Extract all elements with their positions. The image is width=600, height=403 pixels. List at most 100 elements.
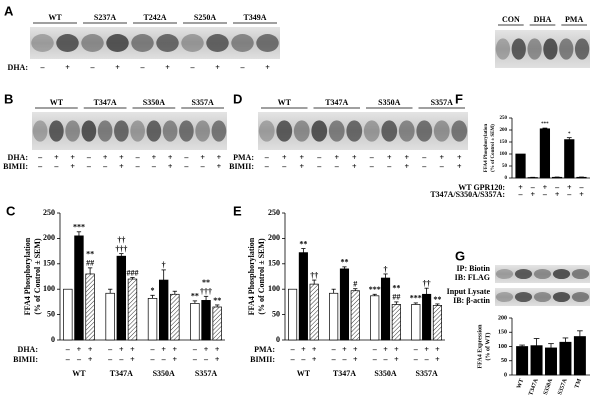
lane-group-label: PMA [565, 15, 583, 24]
treatment-sign: + [567, 183, 572, 192]
treatment-sign: + [353, 355, 358, 364]
x-tick-label: WT [516, 378, 525, 389]
lane-group-label: T349A [243, 13, 266, 22]
y-tick-label: 150 [268, 259, 280, 268]
group-label: WT [297, 369, 311, 378]
significance-mark: ** [86, 250, 94, 259]
treatment-sign: + [119, 345, 124, 354]
treatment-sign: + [543, 183, 548, 192]
significance-mark: * [568, 132, 571, 137]
treatment-sign: + [173, 345, 178, 354]
bar [422, 293, 432, 341]
blot-label: IP: Biotin [456, 264, 490, 273]
treatment-sign: – [331, 355, 337, 364]
blot-band [533, 291, 552, 303]
lane-group-label: WT [50, 98, 64, 107]
y-tick-label: 100 [500, 152, 508, 157]
significance-mark: † [384, 265, 388, 274]
bar [212, 306, 222, 341]
y-tick-label: 50 [501, 358, 507, 364]
treatment-sign: – [200, 162, 206, 171]
blot-band [559, 38, 574, 60]
treatment-sign: – [107, 345, 113, 354]
lane-group-label: S357A [192, 98, 214, 107]
panel-label: D [233, 91, 242, 106]
treatment-sign: + [130, 355, 135, 364]
treatment-sign: – [107, 355, 113, 364]
treatment-sign: + [217, 153, 222, 162]
treatment-sign: + [54, 153, 59, 162]
blot-band [527, 38, 542, 60]
treatment-sign: – [65, 345, 71, 354]
treatment-sign: + [394, 345, 399, 354]
group-label: T347A [333, 369, 356, 378]
blot-band [533, 268, 552, 280]
significance-mark: ††† [200, 287, 212, 296]
significance-mark: ** [299, 239, 307, 248]
treatment-sign: + [152, 153, 157, 162]
significance-mark: * [151, 286, 155, 295]
y-tick-label: 150 [43, 259, 55, 268]
x-tick-label: S350A [543, 377, 555, 395]
treatment-sign: – [578, 183, 584, 192]
group-label: S350A [153, 369, 175, 378]
treatment-sign: + [103, 153, 108, 162]
row-label: WT GPR120: [458, 183, 505, 192]
lane-group-label: CON [502, 15, 520, 24]
significance-mark: *** [541, 122, 549, 127]
significance-mark: ††† [115, 244, 127, 253]
treatment-sign: – [386, 162, 392, 171]
treatment-sign: + [299, 153, 304, 162]
treatment-sign: + [383, 345, 388, 354]
treatment-sign: – [203, 355, 209, 364]
blot-band [49, 120, 64, 142]
treatment-sign: + [312, 355, 317, 364]
panel-label: E [233, 203, 242, 218]
significance-mark: ** [202, 278, 210, 287]
treatment-sign: + [215, 355, 220, 364]
y-tick-label: 100 [43, 284, 55, 293]
blot-band [574, 38, 590, 60]
treatment-sign: – [240, 63, 246, 72]
bar [539, 128, 551, 179]
blot-band [311, 120, 328, 142]
blot-band [31, 34, 54, 52]
treatment-sign: + [119, 162, 124, 171]
panel-label: G [455, 248, 465, 263]
row-label: BIMII: [13, 355, 38, 364]
x-tick-label: S357A [557, 377, 569, 395]
bar [515, 153, 526, 179]
blot-band [195, 120, 210, 142]
y-axis-label: FFA4 Expression [477, 324, 483, 369]
row-label: PMA: [233, 153, 254, 162]
treatment-sign: + [130, 345, 135, 354]
significance-mark: ## [392, 293, 400, 302]
treatment-sign: – [190, 63, 196, 72]
blot-label: IB: β-actin [453, 296, 490, 305]
significance-mark: †† [423, 279, 431, 288]
y-tick-label: 150 [500, 140, 508, 145]
bar [116, 255, 127, 341]
blot-band [65, 120, 80, 142]
significance-mark: ** [340, 258, 348, 267]
treatment-sign: + [424, 345, 429, 354]
bar [201, 300, 211, 341]
treatment-sign: + [173, 355, 178, 364]
y-axis-label: (% of Control ± SEM) [257, 238, 266, 315]
treatment-sign: + [342, 345, 347, 354]
blot-band [156, 34, 179, 52]
blot-band [495, 291, 514, 303]
treatment-sign: + [265, 63, 270, 72]
y-tick-label: 200 [43, 233, 55, 242]
treatment-sign: – [372, 355, 378, 364]
row-label: BIMII: [3, 162, 28, 171]
blot-band [146, 120, 162, 142]
treatment-sign: – [135, 162, 141, 171]
row-label: BIMII: [250, 355, 275, 364]
significance-mark: † [162, 261, 166, 270]
bar [329, 292, 339, 341]
bar [516, 346, 529, 376]
treatment-sign: – [150, 345, 156, 354]
bar [147, 297, 158, 341]
bar [530, 345, 543, 376]
